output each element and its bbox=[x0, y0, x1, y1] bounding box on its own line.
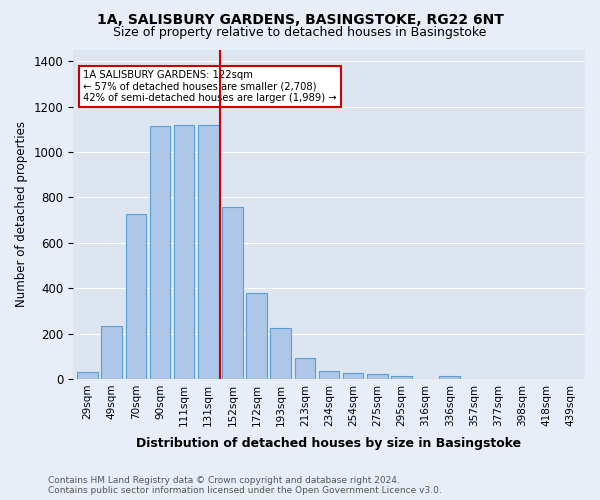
Bar bbox=[271, 328, 291, 379]
Bar bbox=[439, 376, 460, 379]
Bar bbox=[367, 374, 388, 379]
Text: Contains HM Land Registry data © Crown copyright and database right 2024.
Contai: Contains HM Land Registry data © Crown c… bbox=[48, 476, 442, 495]
Bar bbox=[295, 358, 315, 379]
Bar bbox=[247, 292, 267, 379]
Bar bbox=[77, 372, 98, 379]
Bar bbox=[391, 376, 412, 379]
Bar bbox=[174, 125, 194, 379]
Bar bbox=[101, 326, 122, 379]
X-axis label: Distribution of detached houses by size in Basingstoke: Distribution of detached houses by size … bbox=[136, 437, 521, 450]
Bar bbox=[150, 126, 170, 379]
Bar bbox=[198, 125, 218, 379]
Text: Size of property relative to detached houses in Basingstoke: Size of property relative to detached ho… bbox=[113, 26, 487, 39]
Bar bbox=[222, 206, 242, 379]
Text: 1A SALISBURY GARDENS: 122sqm
← 57% of detached houses are smaller (2,708)
42% of: 1A SALISBURY GARDENS: 122sqm ← 57% of de… bbox=[83, 70, 337, 103]
Text: 1A, SALISBURY GARDENS, BASINGSTOKE, RG22 6NT: 1A, SALISBURY GARDENS, BASINGSTOKE, RG22… bbox=[97, 12, 503, 26]
Bar bbox=[343, 373, 364, 379]
Bar bbox=[125, 214, 146, 379]
Bar bbox=[319, 371, 339, 379]
Y-axis label: Number of detached properties: Number of detached properties bbox=[15, 122, 28, 308]
